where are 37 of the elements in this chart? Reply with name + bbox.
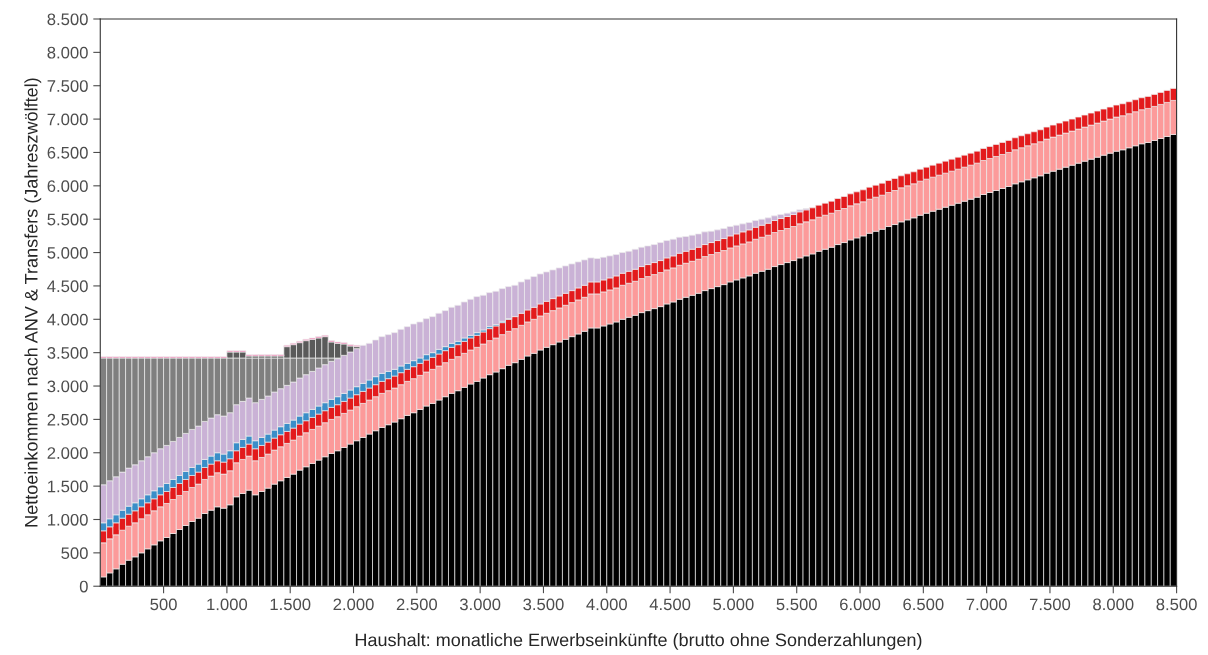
y-tick-label: 1.500 [48, 480, 88, 493]
y-tick-label: 5.500 [47, 213, 88, 226]
x-tick-label: 8.000 [1093, 598, 1134, 611]
y-tick-label: 5.000 [47, 246, 88, 259]
x-tick-label: 8.500 [1156, 598, 1197, 611]
x-tick-label: 2.500 [396, 598, 438, 611]
y-tick-label: 8.000 [47, 46, 88, 59]
x-tick-label: 1.000 [207, 598, 248, 611]
y-tick-label: 4.000 [47, 313, 88, 326]
x-tick-label: 3.500 [523, 598, 564, 611]
y-tick-label: 6.500 [47, 146, 88, 159]
y-tick-label: 8.500 [47, 13, 88, 26]
y-tick-label: 7.500 [47, 80, 88, 92]
y-axis-title: Nettoeinkommen nach ANV & Transfers (Jahreszwölftel) [24, 78, 42, 527]
x-tick-label: 5.000 [713, 598, 754, 611]
y-tick-label: 2.000 [47, 447, 88, 459]
x-tick-label: 2.000 [333, 598, 374, 611]
x-tick-label: 1.500 [270, 598, 311, 611]
x-tick-label: 7.500 [1029, 598, 1071, 611]
x-tick-label: 6.500 [903, 598, 944, 611]
x-tick-label: 5.500 [776, 598, 817, 611]
x-tick-label: 3.000 [459, 598, 501, 611]
y-tick-label: 500 [61, 547, 88, 560]
y-tick-label: 4.500 [47, 280, 88, 293]
y-tick-label: 3.500 [47, 347, 88, 359]
x-tick-label: 7.000 [966, 598, 1007, 611]
x-axis-title: Haushalt: monatliche Erwerbseinkünfte (brutto ohne Sonderzahlungen) [355, 633, 922, 650]
x-tick-label: 4.500 [649, 598, 691, 611]
y-tick-label: 0 [79, 580, 88, 593]
y-tick-label: 6.000 [47, 180, 88, 193]
y-tick-label: 2.500 [47, 413, 88, 426]
x-tick-label: 4.000 [586, 598, 627, 611]
x-tick-label: 500 [150, 598, 177, 611]
y-tick-label: 7.000 [47, 113, 88, 126]
y-tick-label: 3.000 [47, 380, 88, 393]
y-tick-label: 1.000 [48, 513, 88, 526]
x-tick-label: 6.000 [840, 598, 881, 611]
